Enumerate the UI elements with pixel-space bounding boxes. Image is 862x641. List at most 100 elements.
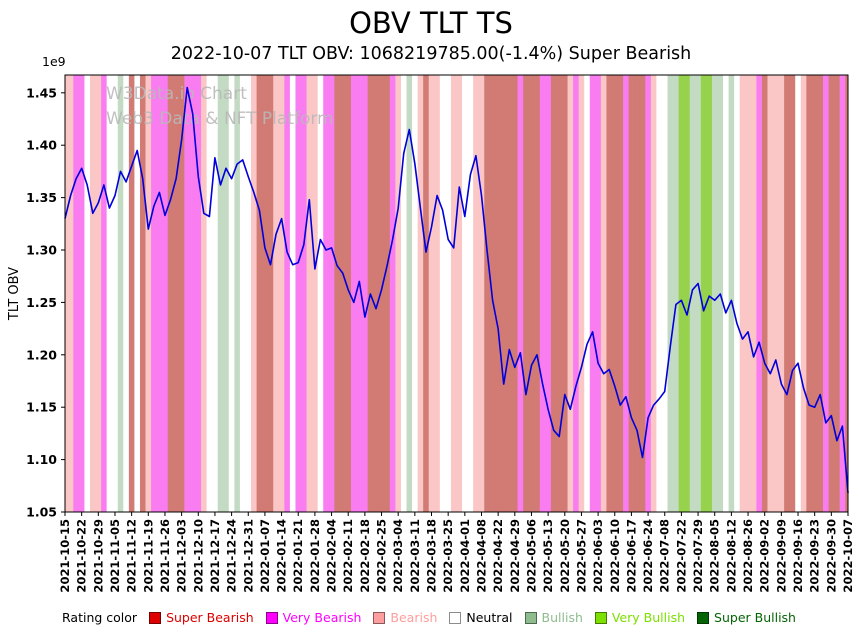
- legend-swatch: [449, 611, 462, 624]
- rating-band: [778, 75, 785, 512]
- x-tick-label: 2022-08-12: [724, 519, 738, 593]
- x-tick-label: 2021-12-17: [208, 519, 222, 593]
- rating-band: [128, 75, 135, 512]
- watermark-line1: W3Data.io Chart: [106, 84, 247, 104]
- legend-label: Very Bullish: [611, 610, 686, 625]
- legend-swatch: [524, 611, 537, 624]
- rating-band: [439, 75, 446, 512]
- x-tick-label: 2022-07-08: [658, 519, 672, 593]
- rating-band: [95, 75, 102, 512]
- rating-band: [334, 75, 341, 512]
- rating-band: [467, 75, 474, 512]
- x-tick-label: 2021-12-31: [241, 519, 255, 593]
- rating-band: [784, 75, 791, 512]
- legend-item-very-bullish: Very Bullish: [594, 610, 686, 625]
- x-tick-label: 2022-10-07: [841, 519, 855, 593]
- rating-band: [267, 75, 274, 512]
- rating-band: [800, 75, 807, 512]
- y-tick-label: 1.15: [26, 400, 57, 415]
- x-tick-label: 2021-11-05: [108, 519, 122, 593]
- rating-band: [317, 75, 324, 512]
- x-tick-label: 2022-05-27: [574, 519, 588, 593]
- rating-band: [495, 75, 502, 512]
- legend-swatch: [265, 611, 278, 624]
- rating-band: [562, 75, 569, 512]
- x-tick-label: 2021-12-10: [191, 519, 205, 593]
- rating-band: [162, 75, 169, 512]
- x-tick-label: 2021-11-26: [158, 519, 172, 593]
- rating-band: [389, 75, 396, 512]
- rating-band: [645, 75, 652, 512]
- x-tick-label: 2022-03-04: [391, 519, 405, 593]
- x-tick-label: 2021-11-19: [141, 519, 155, 593]
- x-tick-label: 2022-08-26: [741, 519, 755, 593]
- rating-band: [706, 75, 713, 512]
- x-tick-label: 2022-06-03: [591, 519, 605, 593]
- rating-band: [845, 75, 849, 512]
- x-tick-label: 2021-10-29: [91, 519, 105, 593]
- x-tick-label: 2022-04-22: [491, 519, 505, 593]
- rating-band: [595, 75, 602, 512]
- rating-band: [700, 75, 707, 512]
- y-offset-label: 1e9: [42, 54, 66, 69]
- rating-band: [312, 75, 319, 512]
- rating-band: [811, 75, 818, 512]
- rating-band: [173, 75, 180, 512]
- rating-band: [678, 75, 685, 512]
- rating-band: [373, 75, 380, 512]
- x-tick-label: 2022-01-14: [275, 519, 289, 593]
- rating-band: [584, 75, 591, 512]
- rating-band: [101, 75, 108, 512]
- rating-band: [73, 75, 80, 512]
- x-tick-label: 2022-09-23: [808, 519, 822, 593]
- x-tick-label: 2022-03-11: [408, 519, 422, 593]
- y-tick-label: 1.05: [26, 505, 57, 520]
- x-tick-label: 2021-10-15: [58, 519, 72, 593]
- rating-band: [234, 75, 241, 512]
- rating-band: [634, 75, 641, 512]
- legend-swatch: [697, 611, 710, 624]
- rating-band: [406, 75, 413, 512]
- rating-band: [434, 75, 441, 512]
- rating-band: [839, 75, 846, 512]
- x-tick-label: 2022-05-13: [541, 519, 555, 593]
- rating-band: [289, 75, 296, 512]
- rating-band: [684, 75, 691, 512]
- rating-band: [206, 75, 213, 512]
- x-tick-label: 2022-03-18: [425, 519, 439, 593]
- rating-band: [117, 75, 124, 512]
- legend-item-super-bullish: Super Bullish: [697, 610, 796, 625]
- rating-band: [228, 75, 235, 512]
- rating-band: [623, 75, 630, 512]
- legend-title: Rating color: [62, 610, 138, 625]
- rating-band: [106, 75, 113, 512]
- rating-band: [517, 75, 524, 512]
- y-tick-label: 1.30: [26, 243, 57, 258]
- rating-band: [734, 75, 741, 512]
- rating-band: [145, 75, 152, 512]
- rating-band: [328, 75, 335, 512]
- rating-band: [384, 75, 391, 512]
- x-tick-label: 2022-05-20: [558, 519, 572, 593]
- legend-item-very-bearish: Very Bearish: [265, 610, 361, 625]
- rating-band: [484, 75, 491, 512]
- legend-label: Bearish: [390, 610, 438, 625]
- plot-border: [64, 74, 849, 513]
- rating-band: [195, 75, 202, 512]
- rating-band: [600, 75, 607, 512]
- x-tick-label: 2021-12-24: [225, 519, 239, 593]
- rating-band: [400, 75, 408, 512]
- rating-band: [689, 75, 696, 512]
- legend-swatch: [594, 611, 607, 624]
- rating-band: [673, 75, 680, 512]
- legend-item-bullish: Bullish: [524, 610, 583, 625]
- rating-band: [412, 75, 419, 512]
- rating-band: [256, 75, 263, 512]
- x-tick-label: 2022-09-16: [791, 519, 805, 593]
- rating-band: [262, 75, 269, 512]
- y-tick-label: 1.35: [26, 190, 57, 205]
- rating-band: [378, 75, 385, 512]
- x-tick-label: 2022-04-08: [474, 519, 488, 593]
- rating-band: [795, 75, 802, 512]
